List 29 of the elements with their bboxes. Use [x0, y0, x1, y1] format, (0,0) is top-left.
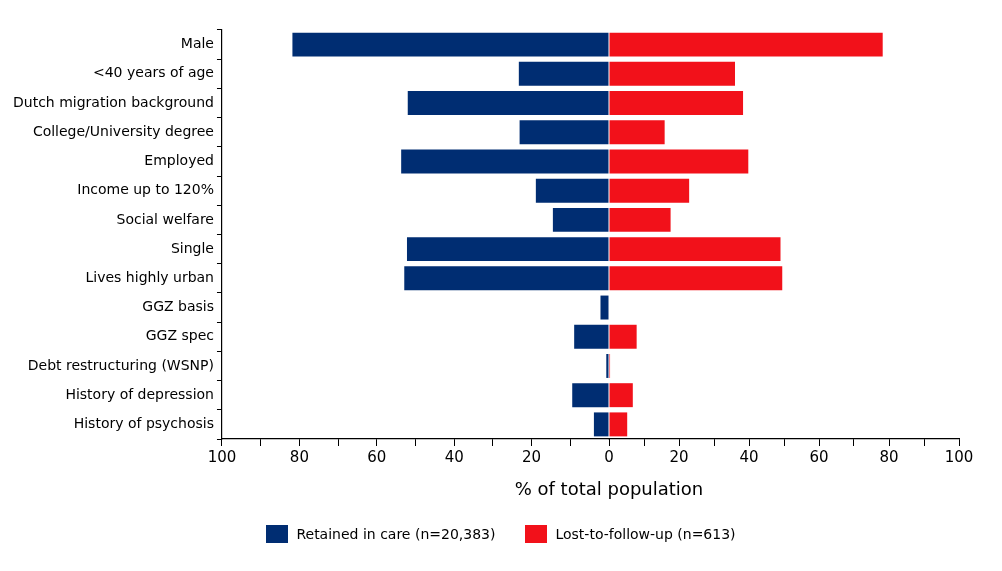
y-tick-label: <40 years of age — [92, 64, 214, 81]
x-tick-label: 40 — [739, 447, 759, 466]
x-tick-label: 40 — [444, 447, 464, 466]
y-tick-label: Single — [170, 239, 214, 256]
x-tick-label: 60 — [809, 447, 829, 466]
y-tick-label: Dutch migration background — [13, 93, 214, 110]
legend-label: Retained in care (n=20,383) — [296, 526, 496, 542]
y-tick-label: Lives highly urban — [85, 268, 214, 285]
x-tick-label: 80 — [289, 447, 309, 466]
x-tick-label: 20 — [522, 447, 542, 466]
x-tick-label: 20 — [669, 447, 689, 466]
x-tick-label: 0 — [604, 447, 614, 466]
y-tick-label: Debt restructuring (WSNP) — [27, 356, 214, 373]
x-tick-label: 100 — [207, 447, 237, 466]
y-tick-label: Employed — [144, 152, 214, 169]
y-tick-label: GGZ basis — [142, 298, 214, 315]
x-tick-label: 60 — [367, 447, 387, 466]
y-tick-label: History of psychosis — [73, 415, 214, 432]
y-tick-label: Male — [180, 35, 214, 52]
bar — [600, 295, 609, 320]
x-tick-label: 100 — [944, 447, 974, 466]
y-tick-label: History of depression — [65, 385, 214, 402]
y-tick-label: Income up to 120% — [77, 181, 214, 198]
x-tick-label: 80 — [879, 447, 899, 466]
y-tick-label: Social welfare — [116, 210, 214, 227]
y-tick-label: College/University degree — [32, 122, 214, 139]
legend-label: Lost-to-follow-up (n=613) — [555, 526, 736, 542]
y-tick-label: GGZ spec — [145, 327, 214, 344]
x-axis-title: % of total population — [514, 478, 704, 499]
